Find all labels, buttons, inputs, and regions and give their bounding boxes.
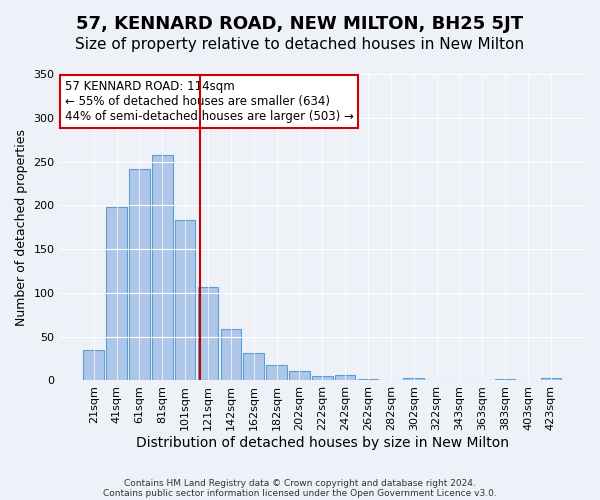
- Y-axis label: Number of detached properties: Number of detached properties: [15, 128, 28, 326]
- Text: Contains public sector information licensed under the Open Government Licence v3: Contains public sector information licen…: [103, 488, 497, 498]
- Text: Size of property relative to detached houses in New Milton: Size of property relative to detached ho…: [76, 38, 524, 52]
- Bar: [358, 378, 378, 380]
- Bar: [541, 378, 561, 380]
- Bar: [495, 378, 515, 380]
- Bar: [266, 364, 287, 380]
- Bar: [175, 220, 196, 380]
- Bar: [221, 329, 241, 380]
- Bar: [312, 376, 332, 380]
- Bar: [129, 168, 150, 380]
- Bar: [403, 378, 424, 380]
- Bar: [106, 207, 127, 380]
- Text: Contains HM Land Registry data © Crown copyright and database right 2024.: Contains HM Land Registry data © Crown c…: [124, 478, 476, 488]
- Text: 57 KENNARD ROAD: 114sqm
← 55% of detached houses are smaller (634)
44% of semi-d: 57 KENNARD ROAD: 114sqm ← 55% of detache…: [65, 80, 353, 123]
- Bar: [289, 371, 310, 380]
- Bar: [83, 350, 104, 380]
- X-axis label: Distribution of detached houses by size in New Milton: Distribution of detached houses by size …: [136, 436, 509, 450]
- Bar: [152, 154, 173, 380]
- Bar: [198, 287, 218, 380]
- Bar: [335, 375, 355, 380]
- Text: 57, KENNARD ROAD, NEW MILTON, BH25 5JT: 57, KENNARD ROAD, NEW MILTON, BH25 5JT: [76, 15, 524, 33]
- Bar: [244, 354, 264, 380]
